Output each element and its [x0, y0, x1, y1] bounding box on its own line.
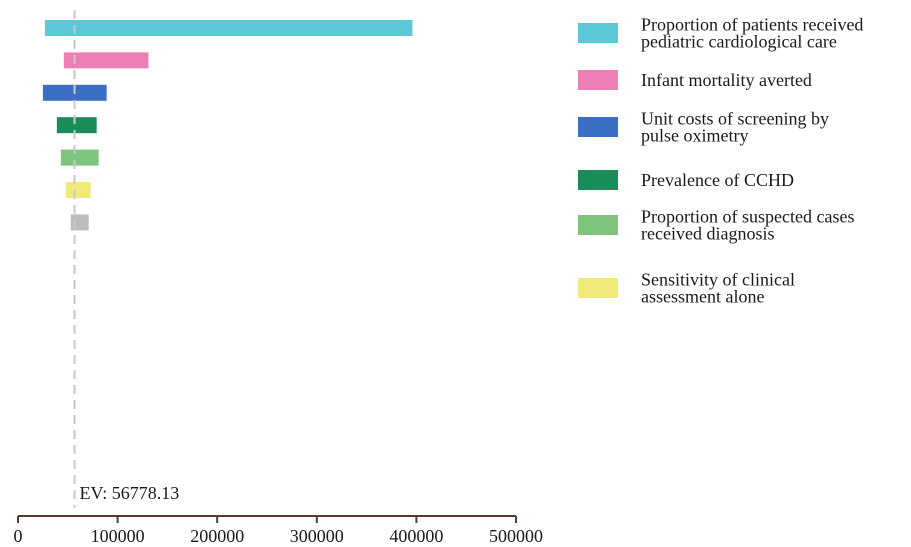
x-tick-label-3: 300000	[290, 526, 344, 546]
bar-0	[44, 20, 413, 36]
legend-label-4-line-1: received diagnosis	[641, 224, 774, 244]
legend-swatch-4	[578, 215, 618, 235]
x-tick-label-2: 200000	[190, 526, 244, 546]
bar-3	[56, 117, 97, 134]
legend-swatch-2	[578, 117, 618, 137]
bar-5	[65, 182, 91, 198]
bar-4	[60, 149, 99, 166]
legend-label-3-line-0: Prevalence of CCHD	[641, 170, 794, 190]
bar-6	[70, 214, 89, 231]
x-axis: 0 100000 200000 300000 400000 500000	[14, 515, 543, 546]
legend-label-0-line-0: Proportion of patients received	[641, 15, 863, 35]
ev-layer: EV: 56778.13	[73, 10, 180, 508]
x-tick-label-0: 0	[14, 526, 23, 546]
x-tick-label-1: 100000	[91, 526, 145, 546]
ev-label: EV: 56778.13	[80, 483, 180, 503]
legend-label-4-line-0: Proportion of suspected cases	[641, 207, 854, 227]
x-tick-label-5: 500000	[489, 526, 543, 546]
legend: Proportion of patients receivedpediatric…	[578, 15, 863, 307]
legend-swatch-5	[578, 278, 618, 298]
legend-label-2-line-1: pulse oximetry	[641, 126, 748, 146]
x-tick-label-4: 400000	[389, 526, 443, 546]
bars-layer	[42, 20, 413, 231]
legend-label-5-line-0: Sensitivity of clinical	[641, 270, 795, 290]
legend-label-2-line-0: Unit costs of screening by	[641, 109, 829, 129]
legend-swatch-3	[578, 170, 618, 190]
legend-label-5-line-1: assessment alone	[641, 287, 764, 307]
legend-label-1-line-0: Infant mortality averted	[641, 70, 812, 90]
legend-swatch-0	[578, 23, 618, 43]
bar-1	[63, 52, 149, 69]
legend-swatch-1	[578, 70, 618, 90]
legend-label-0-line-1: pediatric cardiological care	[641, 32, 837, 52]
